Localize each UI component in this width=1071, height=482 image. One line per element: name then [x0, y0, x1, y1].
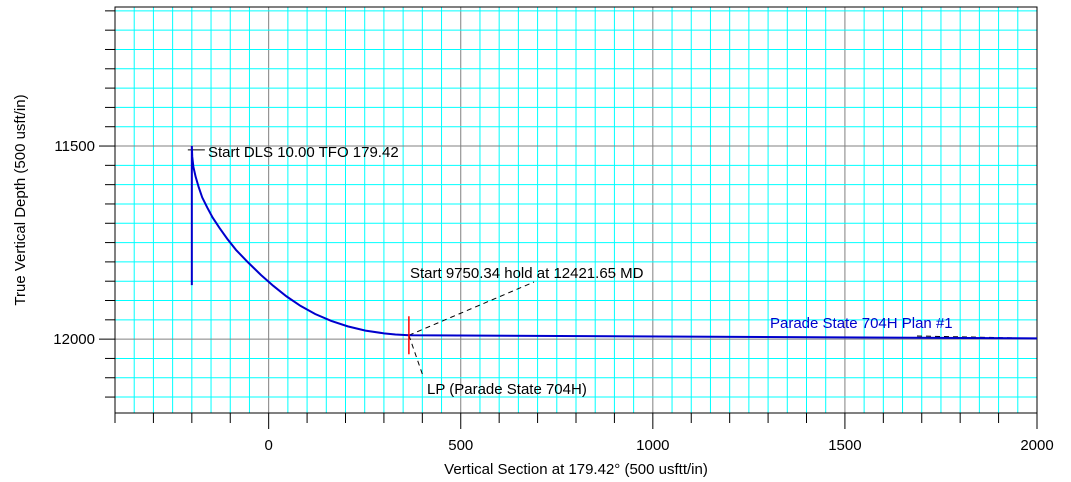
y-axis-label: True Vertical Depth (500 usft/in) [12, 94, 29, 305]
x-tick-label: 2000 [1020, 437, 1053, 454]
x-tick-label: 1500 [828, 437, 861, 454]
y-tick-labels: 11500 12000 [53, 138, 95, 348]
x-tick-label: 1000 [636, 437, 669, 454]
axis-ticks [99, 10, 1038, 429]
x-tick-label: 0 [264, 437, 272, 454]
annotation-start-hold: Start 9750.34 hold at 12421.65 MD [410, 265, 644, 282]
x-tick-labels: 0 500 1000 1500 2000 [264, 437, 1053, 454]
leader-lp [408, 335, 424, 377]
series-label: Parade State 704H Plan #1 [770, 315, 953, 332]
grid [114, 7, 1038, 413]
x-tick-label: 500 [448, 437, 473, 454]
annotation-lp: LP (Parade State 704H) [427, 381, 587, 398]
y-tick-label: 11500 [54, 138, 95, 155]
y-tick-label: 12000 [53, 331, 95, 348]
well-path-line [190, 145, 1038, 340]
leader-start-hold [408, 281, 535, 336]
x-axis-label: Vertical Section at 179.42° (500 usftt/i… [444, 461, 708, 478]
annotation-start-dls: Start DLS 10.00 TFO 179.42 [208, 144, 399, 161]
